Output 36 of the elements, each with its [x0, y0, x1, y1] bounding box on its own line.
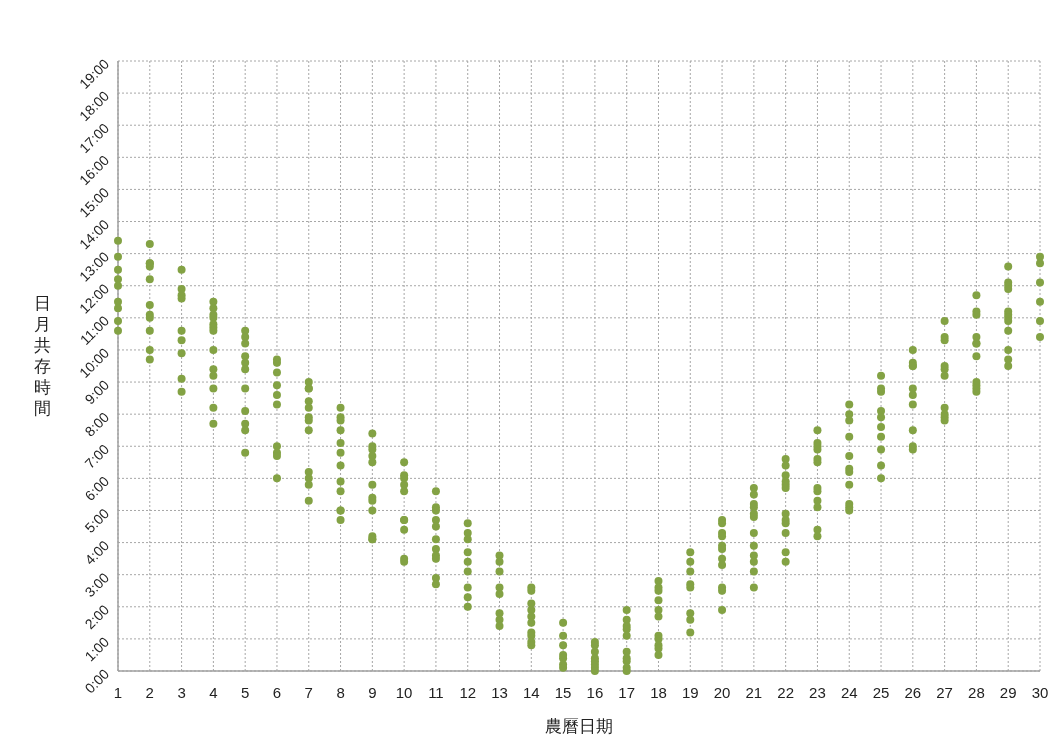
x-tick-label: 15: [554, 684, 572, 701]
x-tick-label: 2: [145, 684, 154, 701]
x-tick-label: 23: [809, 684, 826, 701]
x-tick-label: 25: [872, 684, 890, 701]
x-tick-label: 14: [522, 684, 540, 701]
x-tick-label: 20: [713, 684, 731, 701]
x-tick-label: 5: [241, 684, 250, 701]
x-tick-label: 10: [395, 684, 413, 701]
x-tick-label: 19: [681, 684, 699, 701]
y-tick-label: 6:00: [81, 473, 113, 504]
x-tick-label: 1: [113, 684, 123, 701]
x-tick-label: 6: [272, 684, 282, 701]
x-tick-label: 18: [650, 684, 667, 701]
x-tick-label: 16: [586, 684, 604, 701]
x-tick-label: 24: [840, 684, 858, 701]
y-tick-label: 7:00: [81, 440, 113, 472]
x-tick-label: 26: [904, 684, 922, 701]
x-tick-label: 29: [999, 684, 1017, 701]
x-tick-label: 21: [745, 684, 763, 701]
x-tick-label: 8: [336, 684, 345, 701]
x-tick-label: 22: [777, 684, 794, 701]
x-tick-label: 9: [368, 684, 377, 701]
x-tick-label: 3: [177, 684, 186, 701]
x-tick-label: 11: [428, 684, 444, 701]
y-tick-label: 8:00: [81, 408, 113, 440]
x-tick-label: 28: [968, 684, 985, 701]
x-tick-label: 7: [304, 684, 313, 701]
x-tick-label: 4: [209, 684, 218, 701]
x-tick-label: 27: [936, 684, 953, 701]
y-axis-title: 日月共存時間: [33, 293, 51, 418]
x-tick-label: 12: [459, 684, 477, 701]
x-tick-label: 13: [491, 684, 508, 701]
x-tick-label: 17: [618, 684, 636, 701]
x-axis-title: 農曆日期: [545, 717, 613, 736]
y-tick-label: 4:00: [81, 537, 113, 568]
x-tick-label: 30: [1031, 684, 1049, 701]
